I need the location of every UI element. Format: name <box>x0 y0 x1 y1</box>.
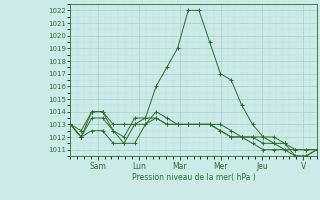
X-axis label: Pression niveau de la mer( hPa ): Pression niveau de la mer( hPa ) <box>132 173 255 182</box>
